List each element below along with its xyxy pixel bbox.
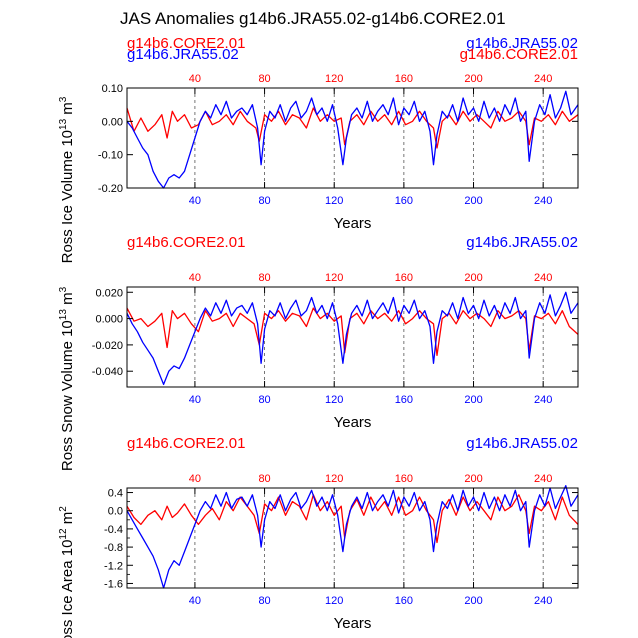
series-line-jra xyxy=(126,485,579,589)
x-tick-label: 40 xyxy=(189,195,201,207)
y-tick-label: 0.000 xyxy=(95,314,123,326)
legend-core: g14b6.CORE2.01 xyxy=(127,234,245,251)
x-top-tick-label: 200 xyxy=(464,73,482,85)
y-tick-label: 0.10 xyxy=(102,83,123,95)
y-tick-label: 0.4 xyxy=(108,488,123,500)
x-tick-label: 120 xyxy=(325,195,343,207)
chart-panel-2: 0.020 0.000 -0.020 -0.040 40 40 80 80 120 120 160 1… xyxy=(58,234,579,471)
y-axis-title: Ross Snow Volume 1013 m3 xyxy=(58,286,76,471)
x-top-tick-label: 40 xyxy=(189,73,201,85)
x-tick-label: 200 xyxy=(464,195,482,207)
y-tick-label: -0.4 xyxy=(104,524,123,536)
y-tick-label: -0.040 xyxy=(92,366,123,378)
series-line-jra xyxy=(126,291,579,386)
y-tick-label: 0.020 xyxy=(95,287,123,299)
x-tick-label: 80 xyxy=(258,595,270,607)
x-top-tick-label: 240 xyxy=(534,272,552,284)
x-top-tick-label: 80 xyxy=(258,73,270,85)
x-top-tick-label: 40 xyxy=(189,272,201,284)
x-top-tick-label: 80 xyxy=(258,272,270,284)
x-axis-title: Years xyxy=(334,615,372,632)
y-tick-label: -0.020 xyxy=(92,340,123,352)
x-tick-label: 200 xyxy=(464,394,482,406)
x-top-tick-label: 160 xyxy=(395,473,413,485)
x-tick-label: 40 xyxy=(189,595,201,607)
x-tick-label: 160 xyxy=(395,595,413,607)
legend-jra: g14b6.JRA55.02 xyxy=(466,435,578,452)
x-tick-label: 120 xyxy=(325,595,343,607)
x-top-tick-label: 120 xyxy=(325,272,343,284)
y-tick-label: 0.00 xyxy=(102,116,123,128)
x-top-tick-label: 80 xyxy=(258,473,270,485)
x-top-tick-label: 120 xyxy=(325,73,343,85)
x-top-tick-label: 200 xyxy=(464,473,482,485)
y-tick-label: -0.20 xyxy=(98,183,123,195)
x-top-tick-label: 160 xyxy=(395,272,413,284)
x-tick-label: 80 xyxy=(258,394,270,406)
x-tick-label: 240 xyxy=(534,394,552,406)
y-tick-label: 0.0 xyxy=(108,506,123,518)
legend-jra: g14b6.JRA55.02 xyxy=(466,35,578,52)
figure-title: JAS Anomalies g14b6.JRA55.02-g14b6.CORE2… xyxy=(120,9,506,28)
chart-panel-3: 0.40.0-0.4-0.8-1.2-1.60.2-0.2-0.6-1.0-1.… xyxy=(58,435,579,638)
x-tick-label: 40 xyxy=(189,394,201,406)
x-top-tick-label: 40 xyxy=(189,473,201,485)
y-tick-label: -0.10 xyxy=(98,150,123,162)
x-tick-label: 120 xyxy=(325,394,343,406)
x-tick-label: 160 xyxy=(395,394,413,406)
plot-frame xyxy=(126,87,579,189)
y-axis-title: Ross Ice Area 1012 m2 xyxy=(58,506,76,638)
y-tick-label: -0.8 xyxy=(104,542,123,554)
plot-frame xyxy=(126,286,579,388)
x-top-tick-label: 240 xyxy=(534,73,552,85)
legend-core-overlap: g14b6.CORE2.01 xyxy=(460,46,578,63)
x-top-tick-label: 120 xyxy=(325,473,343,485)
x-tick-label: 240 xyxy=(534,595,552,607)
x-tick-label: 160 xyxy=(395,195,413,207)
x-top-tick-label: 160 xyxy=(395,73,413,85)
x-tick-label: 240 xyxy=(534,195,552,207)
legend-core: g14b6.CORE2.01 xyxy=(127,435,245,452)
series-line-jra xyxy=(126,90,579,189)
x-tick-label: 200 xyxy=(464,595,482,607)
x-axis-title: Years xyxy=(334,215,372,232)
x-top-tick-label: 200 xyxy=(464,272,482,284)
legend-core: g14b6.CORE2.01 xyxy=(127,35,245,52)
legend-jra: g14b6.JRA55.02 xyxy=(466,234,578,251)
x-axis-title: Years xyxy=(334,414,372,431)
panels: 0.10 0.00 -0.10 -0.20 40 40 80 80 120 120 160 160 20… xyxy=(58,35,579,638)
y-tick-label: -1.2 xyxy=(104,560,123,572)
chart-panel-1: 0.10 0.00 -0.10 -0.20 40 40 80 80 120 120 160 160 20… xyxy=(58,35,579,263)
legend-jra-overlap: g14b6.JRA55.02 xyxy=(127,46,239,63)
x-tick-label: 80 xyxy=(258,195,270,207)
x-top-tick-label: 240 xyxy=(534,473,552,485)
y-tick-label: -1.6 xyxy=(104,578,123,590)
y-axis-title: Ross Ice Volume 1013 m3 xyxy=(58,96,76,263)
